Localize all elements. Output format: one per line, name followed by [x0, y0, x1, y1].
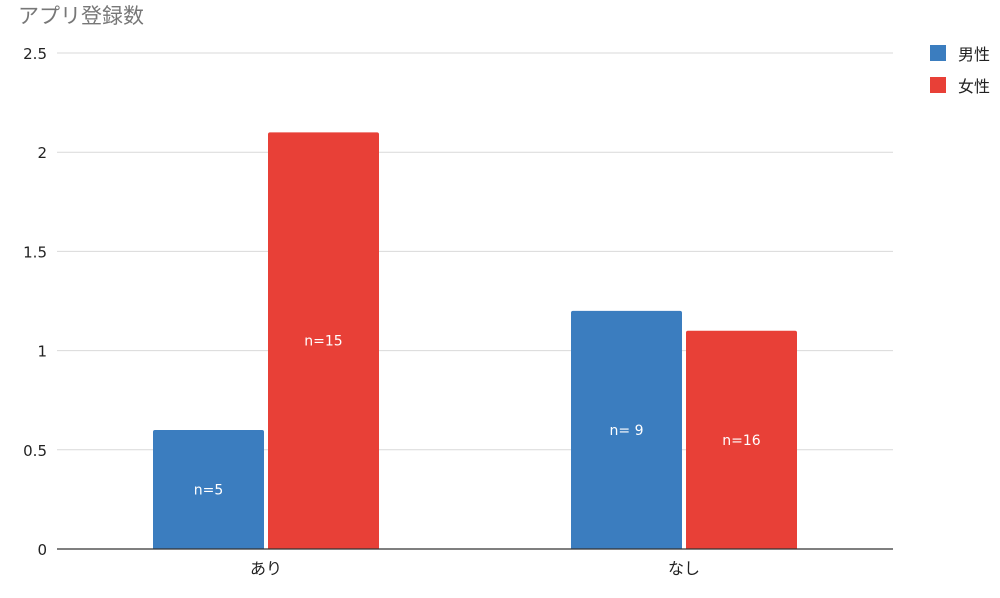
x-tick-label: なし [668, 559, 700, 578]
y-tick-label: 2 [37, 144, 47, 162]
y-tick-label: 0.5 [23, 442, 47, 460]
bar-data-label: n=5 [194, 482, 224, 498]
y-tick-label: 0 [37, 541, 47, 559]
bar-data-label: n= 9 [610, 423, 644, 439]
bar [268, 132, 379, 550]
bar [686, 330, 797, 549]
legend-item-female[interactable]: 女性 [930, 74, 990, 96]
legend-swatch-female [930, 77, 946, 93]
legend-item-male[interactable]: 男性 [930, 42, 990, 64]
bar [153, 429, 264, 549]
chart-title: アプリ登録数 [18, 4, 144, 28]
legend-label-male: 男性 [958, 45, 991, 64]
legend-swatch-male [930, 45, 946, 61]
x-tick-label: あり [250, 559, 282, 578]
bar [571, 310, 682, 549]
y-tick-label: 1 [37, 343, 47, 361]
bar-data-label: n=16 [722, 433, 761, 449]
legend-label-female: 女性 [958, 77, 991, 96]
legend: 男性 女性 [930, 42, 990, 106]
y-tick-label: 2.5 [23, 45, 47, 63]
y-tick-label: 1.5 [23, 243, 47, 261]
bar-data-label: n=15 [304, 334, 342, 350]
